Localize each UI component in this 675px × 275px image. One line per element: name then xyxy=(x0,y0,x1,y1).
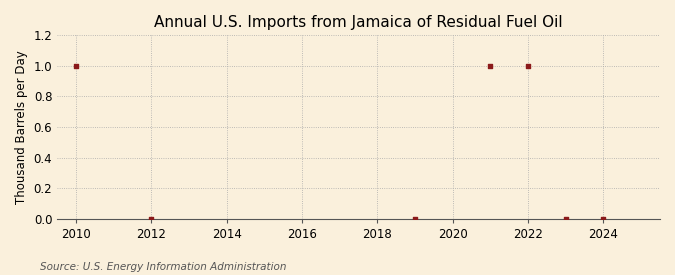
Title: Annual U.S. Imports from Jamaica of Residual Fuel Oil: Annual U.S. Imports from Jamaica of Resi… xyxy=(155,15,563,30)
Y-axis label: Thousand Barrels per Day: Thousand Barrels per Day xyxy=(15,50,28,204)
Point xyxy=(71,64,82,68)
Point xyxy=(410,216,421,221)
Point xyxy=(598,216,609,221)
Point xyxy=(146,216,157,221)
Point xyxy=(522,64,533,68)
Text: Source: U.S. Energy Information Administration: Source: U.S. Energy Information Administ… xyxy=(40,262,287,272)
Point xyxy=(560,216,571,221)
Point xyxy=(485,64,496,68)
